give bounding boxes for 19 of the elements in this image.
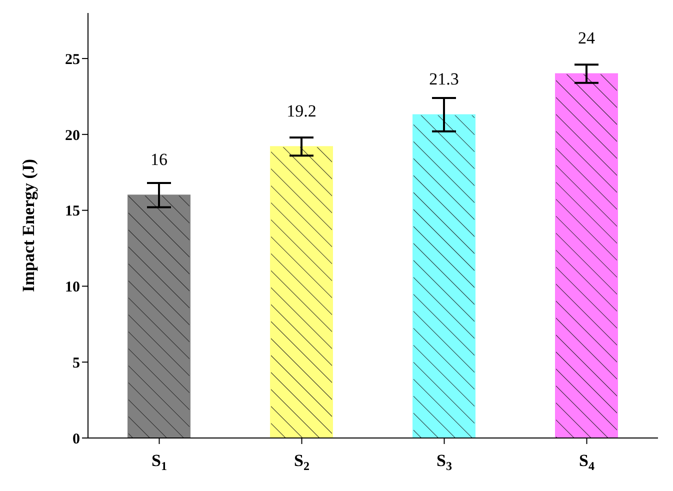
bar — [412, 114, 476, 438]
y-tick-label: 25 — [65, 52, 80, 68]
bar — [270, 146, 333, 438]
y-tick-label: 15 — [65, 204, 80, 220]
data-label: 16 — [150, 150, 168, 170]
x-tick-label: S$_{2}$ — [294, 451, 310, 473]
x-tick-label: S$_{1}$ — [152, 451, 167, 473]
y-tick-label: 10 — [65, 280, 80, 296]
data-label: 24 — [578, 28, 596, 48]
data-label: 21.3 — [429, 70, 459, 89]
bar — [128, 194, 190, 438]
bar — [555, 73, 618, 438]
y-tick-label: 5 — [72, 355, 80, 372]
y-tick-label: 0 — [72, 431, 80, 448]
y-tick-label: 20 — [65, 128, 80, 144]
y-axis-title: Impact Energy (J) — [19, 158, 38, 292]
x-tick-label: S$_{4}$ — [579, 451, 594, 473]
x-tick-label: S$_{3}$ — [436, 451, 452, 473]
data-label: 19.2 — [286, 102, 316, 121]
